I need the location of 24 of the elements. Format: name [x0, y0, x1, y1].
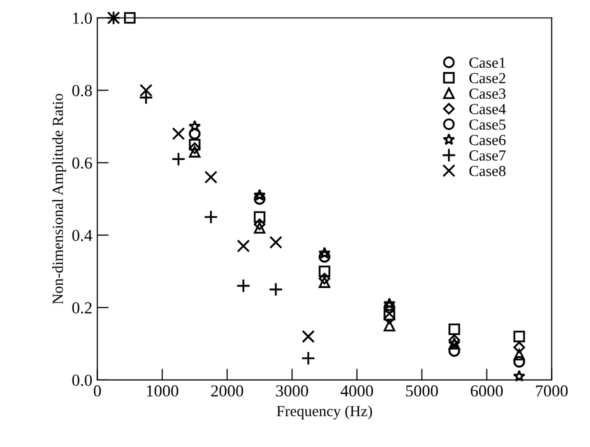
x-tick-label: 4000 — [340, 385, 373, 397]
x-tick-label: 2000 — [211, 385, 244, 397]
x-tick-label: 3000 — [276, 385, 308, 397]
x-tick-label: 5000 — [406, 385, 438, 397]
x-axis-title: Frequency (Hz) — [276, 405, 372, 420]
legend-label: Case3 — [469, 88, 506, 99]
y-axis-title: Non-dimensional Amplitude Ratio — [52, 94, 66, 304]
y-tick-label: 0.6 — [72, 157, 92, 169]
y-tick-label: 0.4 — [72, 230, 92, 242]
legend-label: Case8 — [469, 166, 506, 176]
legend-label: Case1 — [469, 58, 506, 68]
y-tick-label: 0.0 — [72, 374, 92, 386]
legend-label: Case6 — [469, 134, 506, 146]
y-tick-label: 0.8 — [72, 84, 92, 96]
y-tick-label: 1.0 — [73, 12, 92, 24]
legend-label: Case2 — [469, 73, 506, 84]
x-tick-label: 1000 — [147, 385, 178, 397]
x-tick-label: 7000 — [536, 385, 568, 397]
legend-label: Case4 — [469, 104, 506, 114]
legend-label: Case5 — [469, 119, 506, 130]
x-tick-label: 6000 — [470, 385, 503, 397]
y-tick-label: 0.2 — [72, 302, 92, 314]
legend-label: Case7 — [469, 150, 506, 161]
x-tick-label: 0 — [94, 385, 101, 397]
